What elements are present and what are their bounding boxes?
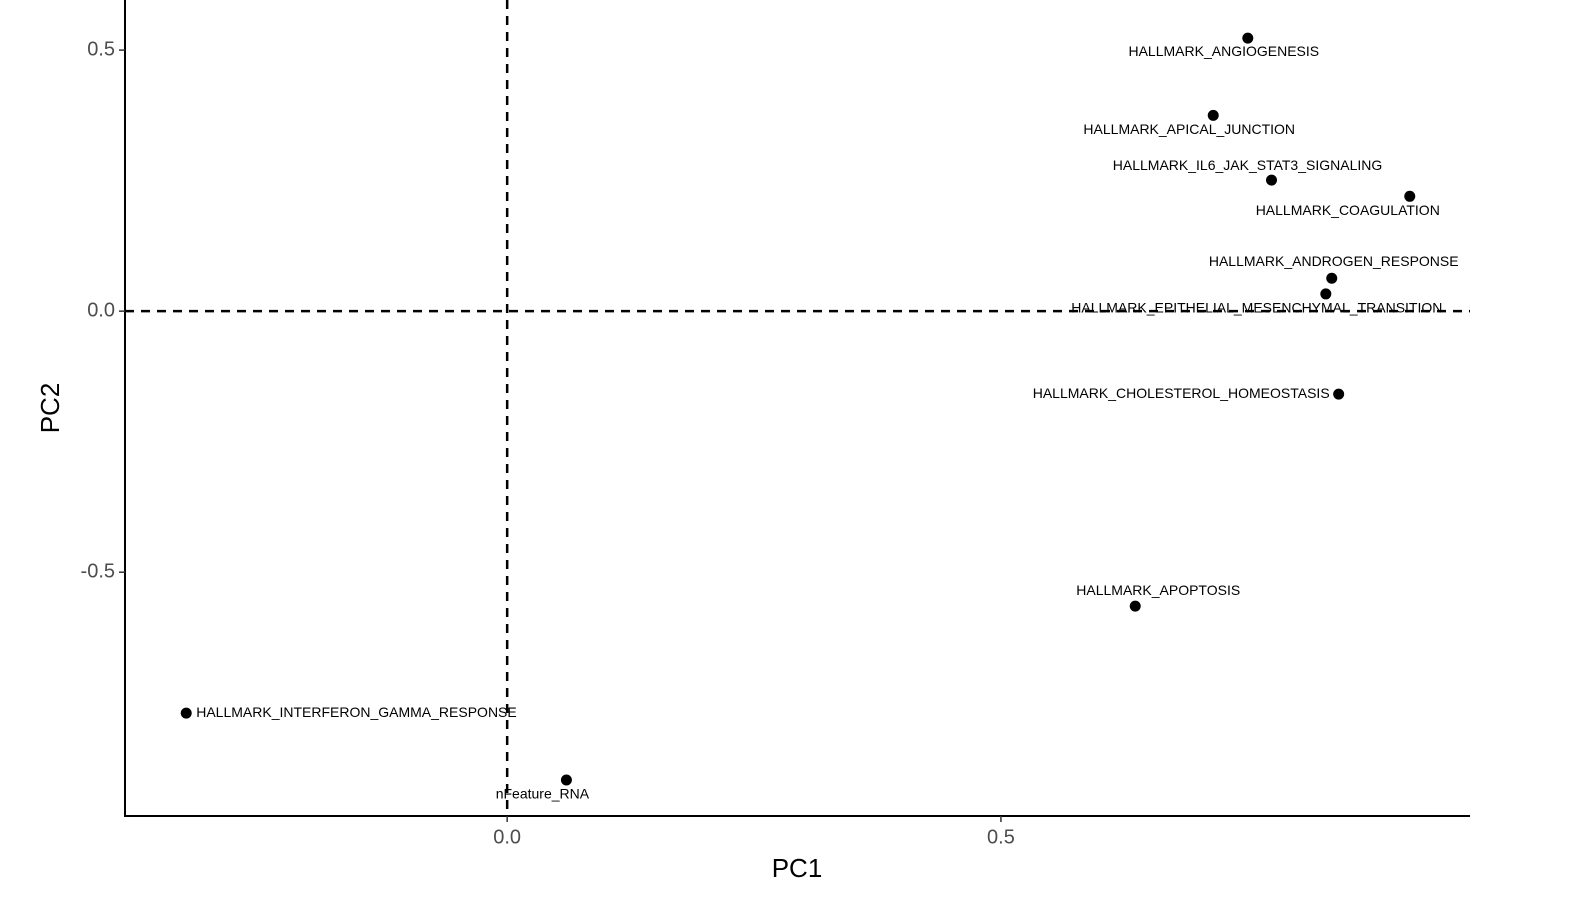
x-axis-title: PC1 [772, 853, 823, 883]
point [1320, 288, 1332, 300]
x-tick-label: 0.5 [987, 826, 1015, 848]
point-label: HALLMARK_APOPTOSIS [1076, 582, 1240, 598]
y-tick-label: -0.5 [81, 560, 115, 582]
point [180, 707, 192, 719]
point [560, 774, 572, 786]
point-label: HALLMARK_COAGULATION [1256, 202, 1440, 218]
point-label: HALLMARK_EPITHELIAL_MESENCHYMAL_TRANSITI… [1071, 300, 1442, 316]
y-axis-title: PC2 [35, 383, 65, 434]
point [1129, 600, 1141, 612]
point-label: HALLMARK_CHOLESTEROL_HOMEOSTASIS [1033, 385, 1330, 401]
point-label: HALLMARK_INTERFERON_GAMMA_RESPONSE [196, 704, 517, 720]
point-label: HALLMARK_ANGIOGENESIS [1128, 43, 1319, 59]
y-tick-label: 0.5 [87, 38, 115, 60]
point [1266, 174, 1278, 186]
point [1242, 32, 1254, 44]
point [1404, 190, 1416, 202]
point-label: nFeature_RNA [496, 786, 590, 802]
point [1333, 388, 1345, 400]
point-label: HALLMARK_APICAL_JUNCTION [1083, 121, 1295, 137]
point-label: HALLMARK_ANDROGEN_RESPONSE [1209, 253, 1459, 269]
point [1326, 272, 1338, 284]
point-label: HALLMARK_IL6_JAK_STAT3_SIGNALING [1113, 157, 1382, 173]
x-tick-label: 0.0 [493, 826, 521, 848]
y-tick-label: 0.0 [87, 299, 115, 321]
point [1207, 109, 1219, 121]
